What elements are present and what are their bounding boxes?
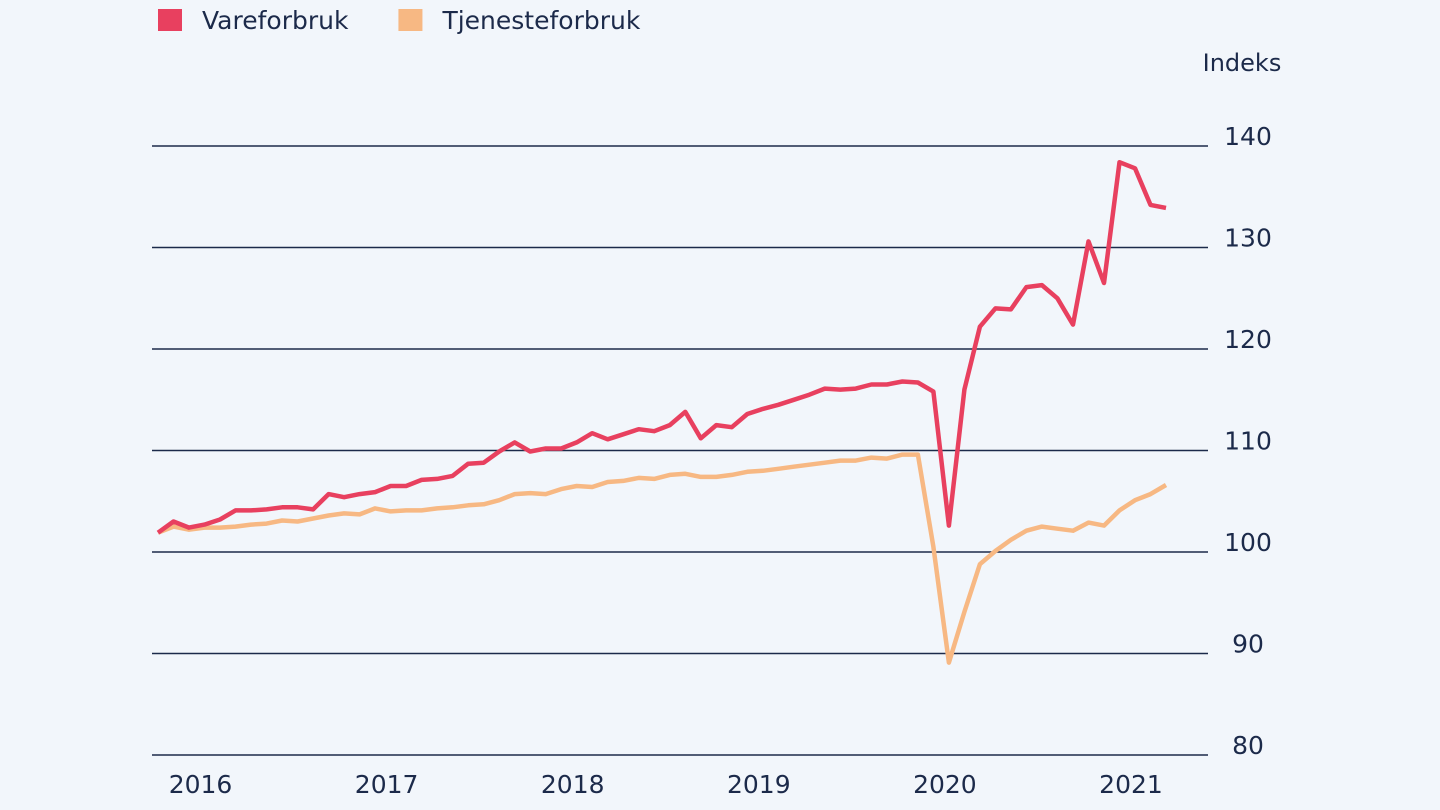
- legend-label: Tjenesteforbruk: [441, 6, 640, 35]
- x-tick-label: 2021: [1099, 770, 1163, 799]
- x-tick-label: 2016: [169, 770, 233, 799]
- x-tick-label: 2020: [913, 770, 977, 799]
- y-axis-label: Indeks: [1203, 49, 1282, 77]
- x-tick-label: 2018: [541, 770, 605, 799]
- legend-swatch: [158, 9, 182, 31]
- series-line: [156, 159, 1167, 535]
- legend-swatch: [398, 9, 423, 31]
- y-tick-label: 130: [1224, 224, 1272, 253]
- y-tick-label: 80: [1232, 731, 1264, 760]
- x-tick-label: 2017: [355, 770, 419, 799]
- y-tick-label: 110: [1224, 427, 1272, 456]
- x-tick-label: 2019: [727, 770, 791, 799]
- y-tick-label: 140: [1224, 122, 1272, 151]
- y-tick-label: 120: [1224, 325, 1272, 354]
- y-tick-label: 90: [1232, 630, 1264, 659]
- legend-label: Vareforbruk: [202, 6, 349, 35]
- y-tick-label: 100: [1224, 528, 1272, 557]
- series-line: [157, 452, 1168, 665]
